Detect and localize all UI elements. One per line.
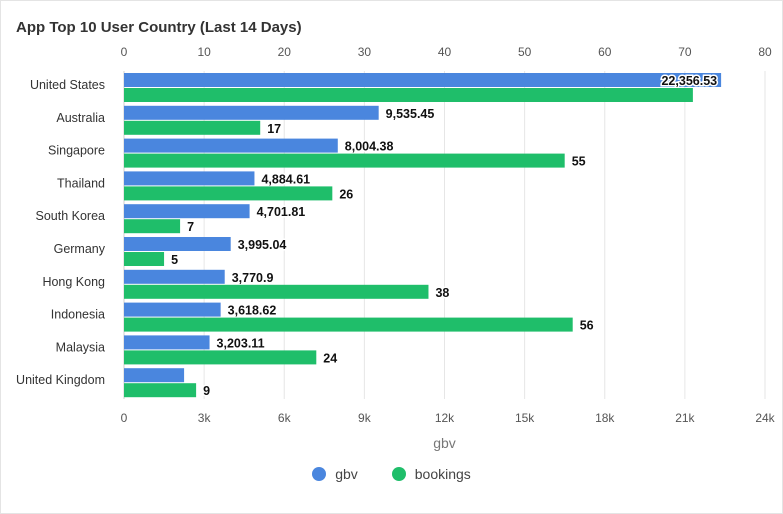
bar-gbv xyxy=(124,335,210,350)
bar-bookings xyxy=(124,88,693,102)
bar-gbv xyxy=(124,138,338,153)
bottom-axis-tick-label: 0 xyxy=(121,411,128,425)
legend-item-gbv[interactable]: gbv xyxy=(312,466,358,482)
bottom-axis-tick-label: 6k xyxy=(278,411,292,425)
bar-gbv xyxy=(124,237,231,251)
bar-bookings xyxy=(124,186,333,201)
data-label-bookings: 5 xyxy=(171,253,178,267)
category-label: Singapore xyxy=(48,144,105,158)
top-axis-tick-label: 50 xyxy=(518,45,532,59)
top-axis-tick-label: 70 xyxy=(678,45,692,59)
category-label: Thailand xyxy=(57,176,105,190)
data-label-gbv: 3,618.62 xyxy=(228,304,277,318)
category-label: Australia xyxy=(56,111,105,125)
bottom-axis-tick-label: 3k xyxy=(198,411,212,425)
bottom-axis-tick-label: 15k xyxy=(515,411,535,425)
data-label-bookings: 55 xyxy=(572,155,586,169)
bar-gbv xyxy=(124,73,722,87)
bar-bookings xyxy=(124,317,573,332)
legend-item-bookings[interactable]: bookings xyxy=(391,466,471,482)
bar-gbv xyxy=(124,171,255,186)
data-label-gbv: 4,701.81 xyxy=(257,205,306,219)
category-label: Hong Kong xyxy=(42,275,105,289)
data-label-gbv: 9,535.45 xyxy=(386,107,435,121)
data-label-gbv: 8,004.38 xyxy=(345,140,394,154)
data-label-gbv: 22,356.53 xyxy=(661,74,717,88)
bottom-axis-tick-label: 12k xyxy=(435,411,455,425)
top-axis-tick-label: 30 xyxy=(358,45,372,59)
legend-bookings-marker xyxy=(391,467,406,481)
data-label-gbv: 3,203.11 xyxy=(217,336,265,350)
category-label: United Kingdom xyxy=(16,373,105,387)
top-axis-tick-label: 20 xyxy=(278,45,292,59)
data-label-bookings: 56 xyxy=(580,319,594,333)
bar-gbv xyxy=(124,204,250,219)
top-axis-tick-label: 40 xyxy=(438,45,452,59)
top-axis-tick-label: 80 xyxy=(758,45,772,59)
data-label-bookings: 9 xyxy=(203,384,210,398)
bar-bookings xyxy=(124,252,165,266)
chart-title: App Top 10 User Country (Last 14 Days) xyxy=(16,19,302,36)
bar-gbv xyxy=(124,269,225,284)
top-axis-tick-label: 0 xyxy=(121,45,128,59)
data-label-bookings: 26 xyxy=(339,187,353,201)
bar-bookings xyxy=(124,383,197,398)
bar-bookings xyxy=(124,120,261,135)
legend-gbv-label: gbv xyxy=(335,466,358,482)
category-label: South Korea xyxy=(36,209,106,223)
bar-gbv xyxy=(124,302,221,317)
data-label-bookings: 24 xyxy=(323,351,337,365)
bottom-axis-tick-label: 24k xyxy=(755,411,775,425)
bar-bookings xyxy=(124,350,317,365)
bottom-axis-tick-label: 18k xyxy=(595,411,615,425)
legend-bookings-label: bookings xyxy=(414,466,471,482)
data-label-gbv: 3,995.04 xyxy=(238,238,287,252)
x-axis-title: gbv xyxy=(433,435,456,451)
top-axis-tick-label: 60 xyxy=(598,45,612,59)
legend-gbv-marker xyxy=(312,467,327,481)
bottom-axis-tick-label: 21k xyxy=(675,411,695,425)
data-label-gbv: 3,770.9 xyxy=(232,271,274,285)
data-label-bookings: 17 xyxy=(267,122,281,136)
bar-bookings xyxy=(124,219,181,234)
category-label: Germany xyxy=(54,242,106,256)
bar-bookings xyxy=(124,284,429,299)
bar-gbv xyxy=(124,368,185,383)
legend: gbv bookings xyxy=(0,466,783,482)
category-label: Indonesia xyxy=(51,308,105,322)
bar-gbv xyxy=(124,105,379,120)
bar-bookings xyxy=(124,153,565,168)
data-label-bookings: 38 xyxy=(435,286,449,300)
top-axis-tick-label: 10 xyxy=(197,45,211,59)
data-label-gbv: 4,884.61 xyxy=(261,172,310,186)
data-label-bookings: 7 xyxy=(187,220,194,234)
bottom-axis-tick-label: 9k xyxy=(358,411,372,425)
category-label: Malaysia xyxy=(56,340,105,354)
category-label: United States xyxy=(30,78,105,92)
